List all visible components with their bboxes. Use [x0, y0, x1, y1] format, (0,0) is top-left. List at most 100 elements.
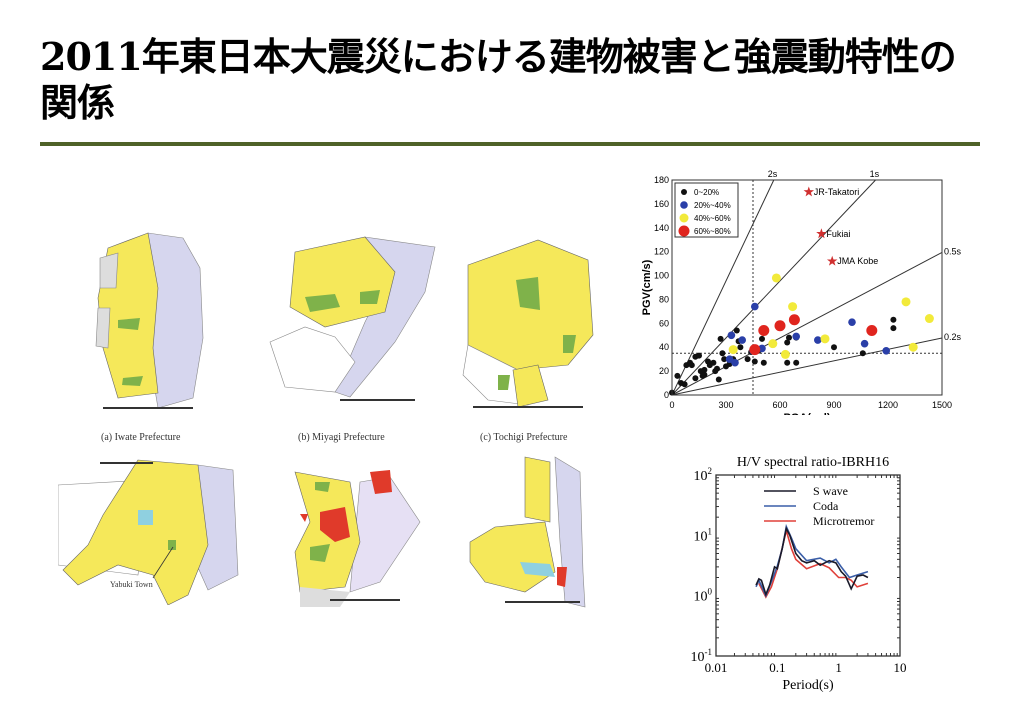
- legend-marker: [681, 189, 687, 195]
- y-tick-label: 160: [654, 199, 669, 209]
- data-point-4: [788, 314, 800, 326]
- data-point-1: [759, 335, 765, 342]
- plot-frame: [715, 474, 901, 657]
- data-point-3: [780, 349, 790, 359]
- data-point-4: [758, 325, 770, 336]
- map-fukushima: [58, 459, 239, 605]
- data-point-1: [717, 335, 724, 342]
- x-tick-label: 1200: [878, 400, 898, 410]
- data-point-1: [793, 359, 800, 366]
- period-line-label: 1s: [870, 169, 880, 179]
- star-marker: [816, 228, 827, 239]
- map-caption-tochigi: (c) Tochigi Prefecture: [480, 432, 568, 443]
- legend-marker: [678, 225, 690, 237]
- legend-label: 20%~40%: [694, 201, 731, 210]
- x-tick-label: 1: [835, 660, 842, 675]
- y-tick-label: 60: [659, 318, 669, 328]
- data-point-2: [727, 331, 736, 340]
- data-point-3: [908, 342, 918, 352]
- y-tick-label: 10-1: [691, 647, 713, 665]
- data-point-1: [859, 350, 866, 357]
- x-tick-label: 0.1: [769, 660, 785, 675]
- y-tick-label: 20: [659, 366, 669, 376]
- legend-marker: [679, 213, 689, 223]
- x-tick-label: 0.01: [705, 660, 728, 675]
- period-line-label: 0.2s: [944, 332, 962, 342]
- x-tick-label: 600: [772, 400, 787, 410]
- data-point-1: [890, 316, 897, 323]
- data-point-3: [924, 314, 934, 324]
- data-point-1: [721, 356, 728, 363]
- legend-label: 0~20%: [694, 188, 719, 197]
- data-point-1: [751, 358, 758, 365]
- data-point-3: [771, 273, 781, 283]
- y-axis-label: PGV(cm/s): [641, 259, 653, 315]
- period-line-label: 2s: [768, 169, 778, 179]
- data-point-4: [866, 325, 878, 336]
- x-axis-label: PGA(gal): [783, 412, 830, 415]
- data-point-2: [738, 336, 746, 344]
- legend-label: 40%~60%: [694, 214, 731, 223]
- y-tick-label: 101: [694, 526, 713, 544]
- series-line-s-wave: [755, 526, 869, 597]
- data-point-1: [831, 344, 837, 351]
- x-tick-label: 10: [894, 660, 907, 675]
- title-divider: [40, 142, 980, 146]
- x-axis-label: Period(s): [782, 678, 834, 693]
- y-tick-label: 102: [694, 466, 713, 484]
- data-point-1: [784, 359, 791, 366]
- data-point-1: [714, 365, 720, 372]
- data-point-1: [681, 381, 688, 388]
- legend-label: Coda: [813, 499, 839, 513]
- data-point-2: [882, 347, 890, 355]
- pga-pgv-scatter-chart: 0 300 600 900 1200 1500 0 20 40 60 80 100 120 140 160 1…: [641, 169, 962, 415]
- data-point-1: [696, 352, 702, 359]
- data-point-4: [774, 320, 786, 332]
- y-tick-label: 100: [694, 587, 713, 605]
- hv-spectral-ratio-chart: H/V spectral ratio-IBRH16 0.01 0.1 1 10 10-1 1…: [691, 455, 907, 693]
- data-point-2: [731, 358, 739, 367]
- map-tochigi: [462, 239, 594, 408]
- x-tick-label: 900: [826, 400, 841, 410]
- period-line-0.2s: [671, 337, 943, 396]
- map-caption-iwate: (a) Iwate Prefecture: [101, 432, 181, 443]
- period-line-1s: [671, 179, 876, 396]
- y-tick-label: 140: [654, 223, 669, 233]
- map-ibaraki: [294, 470, 421, 607]
- chart-title: H/V spectral ratio-IBRH16: [737, 455, 889, 470]
- star-marker: [826, 255, 838, 266]
- y-tick-label: 80: [659, 294, 669, 304]
- data-point-3: [768, 339, 778, 349]
- legend-label: 60%~80%: [694, 227, 731, 236]
- annotation-label: JMA Kobe: [837, 256, 878, 266]
- period-line-label: 0.5s: [944, 246, 962, 256]
- map-iwate: [95, 232, 204, 409]
- data-point-3: [788, 302, 798, 312]
- yabuki-town-label: Yabuki Town: [110, 580, 153, 589]
- data-point-2: [848, 318, 856, 326]
- y-tick-label: 100: [654, 271, 669, 281]
- series-line-microtremor: [758, 527, 869, 599]
- data-point-1: [715, 376, 722, 383]
- data-point-1: [733, 327, 740, 334]
- data-point-2: [725, 355, 734, 363]
- data-point-1: [710, 359, 717, 366]
- data-point-2: [792, 332, 800, 341]
- data-point-2: [751, 302, 759, 311]
- data-point-1: [688, 362, 695, 369]
- data-point-3: [728, 345, 738, 355]
- y-tick-label: 0: [664, 390, 669, 400]
- star-marker: [803, 186, 815, 197]
- data-point-3: [820, 334, 830, 344]
- map-chiba: [469, 456, 586, 608]
- x-tick-label: 300: [718, 400, 733, 410]
- plot-frame: [671, 179, 943, 396]
- data-point-3: [901, 297, 911, 307]
- data-point-1: [760, 359, 767, 366]
- x-tick-label: 1500: [932, 400, 952, 410]
- data-point-2: [814, 336, 822, 344]
- data-point-1: [701, 371, 708, 378]
- data-point-1: [784, 339, 791, 346]
- data-point-4: [749, 344, 761, 356]
- data-point-1: [890, 325, 897, 332]
